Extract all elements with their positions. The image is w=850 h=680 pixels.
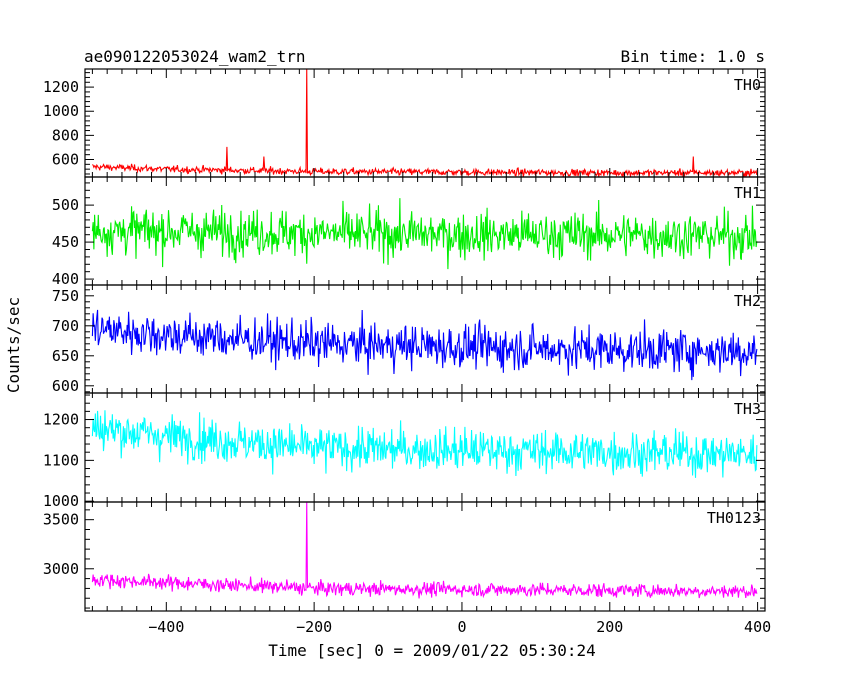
panel-th0: 600 800 1000 1200 TH0 xyxy=(43,68,766,178)
y-tick-label: 800 xyxy=(52,126,79,144)
x-tick-label: −200 xyxy=(296,618,332,636)
y-tick-label: 1200 xyxy=(43,411,79,429)
y-tick-label: 1000 xyxy=(43,492,79,510)
panel-th0123: 3000 3500 TH0123 xyxy=(43,501,766,612)
panel-frame xyxy=(84,501,766,612)
panel-label-th1: TH1 xyxy=(734,184,761,202)
y-tick-label: 750 xyxy=(52,287,79,305)
panel-label-th0123: TH0123 xyxy=(707,509,761,527)
y-tick-label: 1000 xyxy=(43,102,79,120)
x-tick-label: 0 xyxy=(457,618,466,636)
bin-time-label: Bin time: 1.0 s xyxy=(621,47,766,66)
y-tick-label: 400 xyxy=(52,270,79,288)
y-tick-label: 600 xyxy=(52,377,79,395)
panel-label-th2: TH2 xyxy=(734,292,761,310)
y-tick-label: 500 xyxy=(52,196,79,214)
panel-label-th0: TH0 xyxy=(734,76,761,94)
x-axis-label: Time [sec] 0 = 2009/01/22 05:30:24 xyxy=(268,641,596,660)
y-tick-label: 1200 xyxy=(43,78,79,96)
panel-th3: 1000 1100 1200 TH3 xyxy=(43,392,766,510)
y-tick-label: 650 xyxy=(52,347,79,365)
y-tick-label: 3500 xyxy=(43,511,79,529)
x-tick-label: 200 xyxy=(596,618,623,636)
y-tick-label: 450 xyxy=(52,233,79,251)
panel-frame xyxy=(84,68,766,178)
chart-title: ae090122053024_wam2_trn xyxy=(84,47,306,66)
series-line-th1 xyxy=(91,198,758,270)
series-line-th0123 xyxy=(91,502,758,599)
y-tick-label: 1100 xyxy=(43,451,79,469)
series-line-th0 xyxy=(92,69,758,177)
series-line-th2 xyxy=(91,309,758,381)
y-tick-label: 3000 xyxy=(43,560,79,578)
panel-th2: 600 650 700 750 TH2 xyxy=(52,284,766,395)
panel-th1: 400 450 500 TH1 xyxy=(52,176,766,288)
panels-group: 600 800 1000 1200 TH0 400 450 500 TH1 600 650 700 75… xyxy=(43,68,771,636)
y-axis-label: Counts/sec xyxy=(4,297,23,393)
panel-label-th3: TH3 xyxy=(734,400,761,418)
x-tick-label: −400 xyxy=(148,618,184,636)
x-tick-label: 400 xyxy=(744,618,771,636)
y-tick-label: 600 xyxy=(52,151,79,169)
series-line-th3 xyxy=(91,410,758,478)
y-tick-label: 700 xyxy=(52,317,79,335)
